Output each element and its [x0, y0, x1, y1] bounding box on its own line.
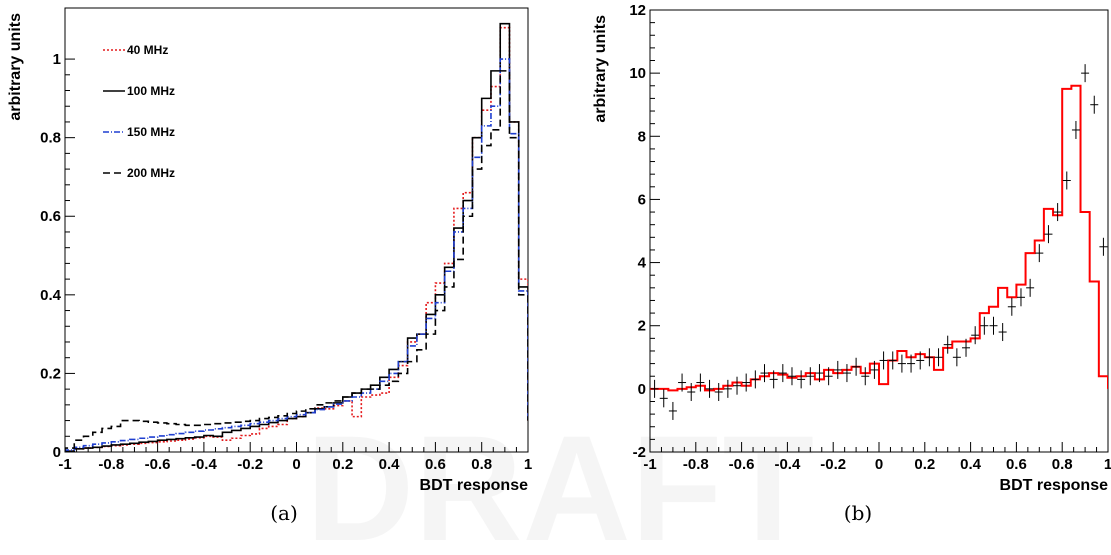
x-tick-label: -0.2: [237, 456, 263, 473]
draft-watermark: DRAFT: [306, 404, 814, 550]
x-tick-label: 1: [524, 456, 532, 473]
x-tick-label: -0.8: [98, 456, 124, 473]
x-tick-label: 0: [292, 456, 300, 473]
series-line-0: [650, 84, 1108, 392]
x-tick-label: 0.6: [1006, 456, 1027, 473]
y-tick-label: 0.8: [40, 130, 61, 147]
x-tick-label: -0.6: [145, 456, 171, 473]
caption-a: (a): [270, 501, 298, 525]
x-tick-label: 0.2: [914, 456, 935, 473]
x-tick-label: -1: [643, 456, 656, 473]
legend-label: 150 MHz: [127, 125, 175, 139]
y-tick-label: 0: [638, 381, 646, 398]
plot-area: [650, 64, 1108, 420]
x-tick-label: 0.2: [332, 456, 353, 473]
x-tick-label: 0.4: [960, 456, 982, 473]
x-tick-label: 0.4: [379, 456, 401, 473]
y-tick-label: -2: [633, 444, 646, 461]
x-tick-label: 0.8: [1052, 456, 1073, 473]
caption-b: (b): [844, 501, 872, 525]
series-line-2: [65, 58, 528, 452]
x-axis-title: BDT response: [1000, 477, 1109, 494]
chart-a: -1 -0.8 -0.6 -0.4 -0.2 0 0.2 0.4 0.6 0.8 1 0 0.2 0.4 0…: [7, 7, 532, 494]
x-tick-label: -0.2: [820, 456, 846, 473]
x-tick-label: -0.6: [729, 456, 755, 473]
y-tick-label: 1: [53, 51, 61, 68]
legend-label: 100 MHz: [127, 84, 175, 98]
plot-frame: [64, 7, 529, 453]
x-tick-label: -0.4: [774, 456, 801, 473]
legend-label: 40 MHz: [127, 43, 168, 57]
y-axis-title: arbitrary units: [7, 13, 24, 121]
x-tick-label: 1: [1104, 456, 1111, 473]
chart-b: -1 -0.8 -0.6 -0.4 -0.2 0 0.2 0.4 0.6 0.8 1 -2 0 2 4 6 8 1…: [592, 2, 1111, 494]
x-tick-label: 0.8: [471, 456, 492, 473]
y-tick-label: 0.6: [40, 208, 61, 225]
x-tick-label: -1: [58, 456, 71, 473]
x-tick-label: 0: [875, 456, 883, 473]
series-line-3: [65, 70, 528, 452]
x-tick-label: 0.6: [425, 456, 446, 473]
y-tick-label: 4: [638, 255, 647, 272]
y-tick-label: 0.4: [40, 287, 62, 304]
y-tick-label: 0.2: [40, 365, 61, 382]
y-tick-label: 0: [53, 444, 61, 461]
legend-label: 200 MHz: [127, 166, 175, 180]
y-axis-title: arbitrary units: [592, 15, 609, 123]
x-tick-label: -0.4: [191, 456, 218, 473]
y-tick-label: 8: [638, 128, 646, 145]
y-tick-label: 10: [629, 65, 646, 82]
y-tick-label: 12: [629, 2, 646, 19]
y-tick-label: 6: [638, 191, 646, 208]
x-tick-label: -0.8: [683, 456, 709, 473]
x-axis-title: BDT response: [420, 477, 529, 494]
plot-area: [65, 22, 528, 452]
y-tick-label: 2: [638, 318, 646, 335]
